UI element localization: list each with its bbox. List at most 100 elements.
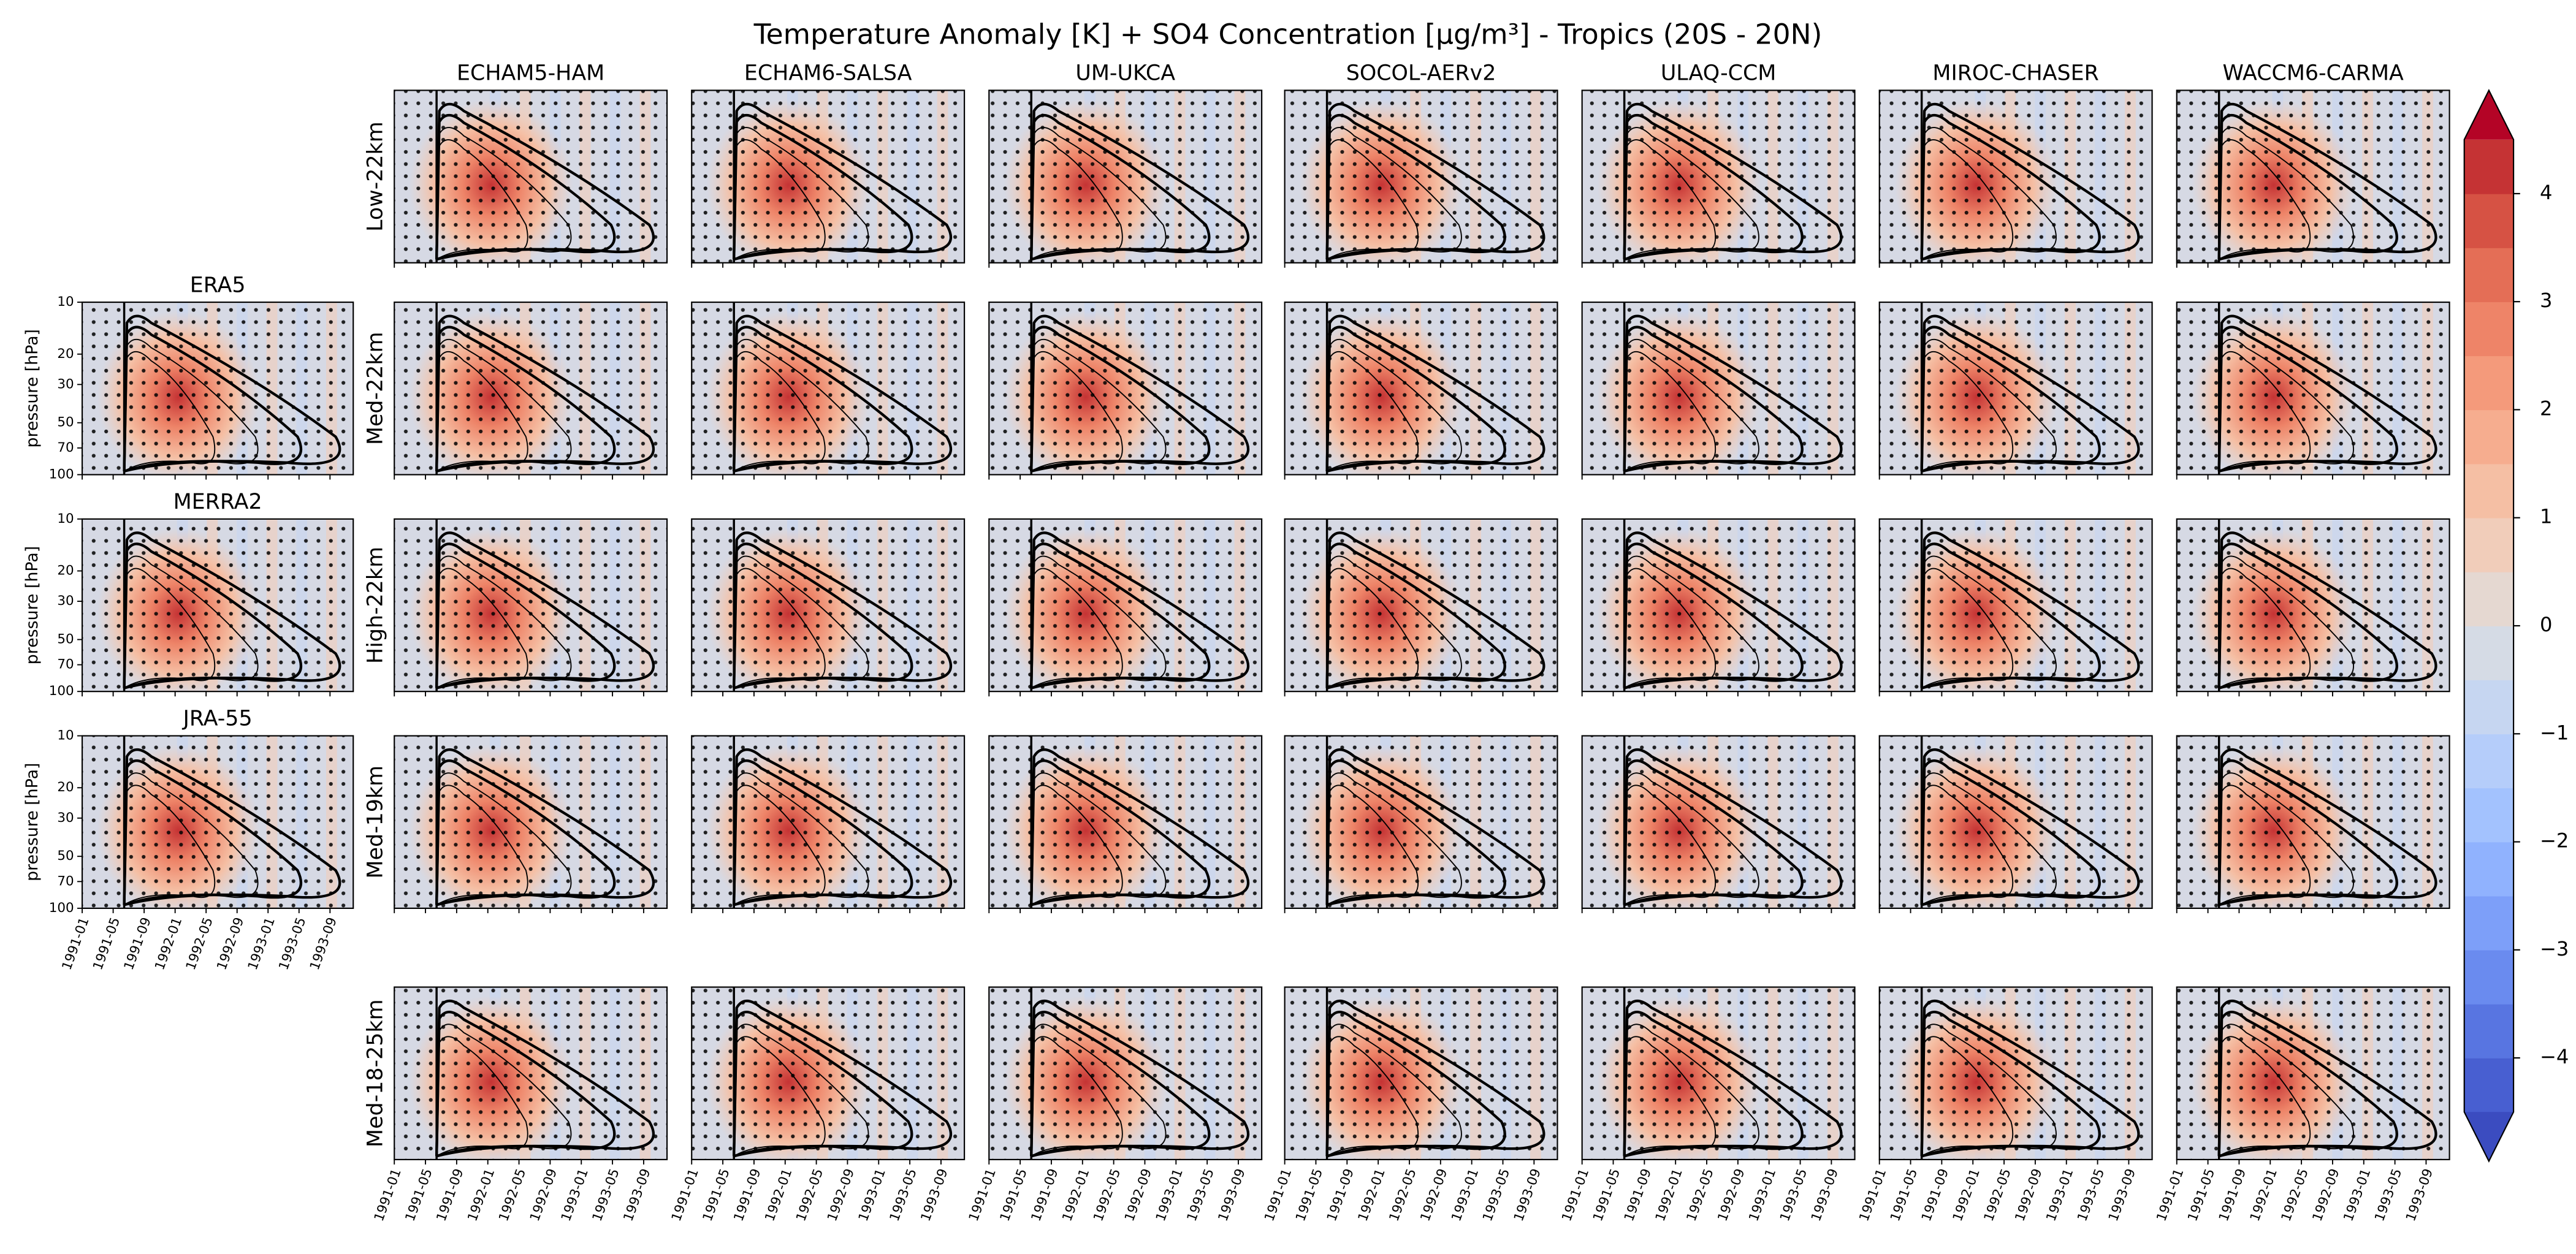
panel bbox=[988, 518, 1263, 693]
stipple bbox=[692, 735, 965, 908]
panel bbox=[1878, 302, 2153, 476]
x-tick-label: 1991-05 bbox=[1888, 1167, 1921, 1224]
x-tick-label: 1991-01 bbox=[669, 1167, 702, 1224]
panel-field bbox=[692, 90, 965, 263]
panel bbox=[1284, 518, 1558, 693]
colorbar-band bbox=[2464, 680, 2514, 735]
panel-field bbox=[1879, 302, 2152, 475]
contour-line bbox=[1031, 785, 1123, 906]
colorbar-tick-label: 0 bbox=[2540, 613, 2552, 636]
stipple bbox=[2176, 302, 2450, 475]
column-title: ULAQ-CCM bbox=[1661, 61, 1777, 86]
x-tick-label: 1991-05 bbox=[1293, 1167, 1326, 1224]
stipple bbox=[1879, 90, 2152, 263]
stipple bbox=[1284, 735, 1558, 908]
contour-line bbox=[123, 785, 216, 906]
panel-field bbox=[989, 519, 1262, 692]
x-tick-label: 1993-09 bbox=[918, 1167, 951, 1224]
row-label: Med-19km bbox=[364, 766, 388, 879]
panel bbox=[1284, 735, 1558, 909]
panel-field bbox=[394, 735, 668, 908]
panel bbox=[394, 518, 668, 693]
panel-frame bbox=[81, 302, 354, 476]
x-tick-label: 1992-05 bbox=[2279, 1167, 2312, 1224]
contour-line bbox=[2218, 351, 2311, 472]
panel-frame bbox=[1878, 89, 2153, 264]
contour-line bbox=[1326, 1036, 1419, 1157]
panel-frame bbox=[988, 518, 1263, 693]
contour-line bbox=[1326, 785, 1419, 906]
column-title: UM-UKCA bbox=[1075, 61, 1175, 86]
x-tick-label: 1993-09 bbox=[620, 1167, 654, 1224]
contour-line bbox=[1031, 351, 1123, 472]
x-tick-label: 1993-01 bbox=[1153, 1167, 1186, 1224]
panel-field bbox=[82, 519, 354, 692]
panel-frame bbox=[988, 302, 1263, 476]
contour-line bbox=[123, 351, 216, 472]
stipple bbox=[1879, 302, 2152, 475]
panel-frame bbox=[2176, 89, 2450, 264]
panel bbox=[1284, 986, 1558, 1160]
x-tick-label: 1992-01 bbox=[2247, 1167, 2281, 1224]
y-tick-label: 70 bbox=[57, 657, 74, 672]
x-tick-label: 1992-05 bbox=[1387, 1167, 1420, 1224]
contour-line bbox=[2218, 1036, 2311, 1157]
panel bbox=[394, 302, 668, 476]
panel-frame bbox=[1284, 518, 1558, 693]
x-tick-label: 1993-09 bbox=[1216, 1167, 1249, 1224]
x-tick-label: 1992-05 bbox=[496, 1167, 529, 1224]
x-tick-label: 1993-05 bbox=[590, 1167, 623, 1224]
y-tick-label: 70 bbox=[57, 440, 74, 455]
panel bbox=[1581, 89, 1856, 264]
panel-field bbox=[1582, 302, 1855, 475]
contour-line bbox=[733, 1036, 826, 1157]
panel-field bbox=[1879, 735, 2152, 908]
panel bbox=[988, 986, 1263, 1160]
panel bbox=[691, 986, 966, 1160]
contour-line bbox=[733, 568, 826, 689]
x-tick-label: 1992-09 bbox=[1417, 1167, 1450, 1224]
stipple bbox=[394, 90, 668, 263]
x-tick-label: 1991-05 bbox=[90, 916, 123, 973]
panel bbox=[394, 89, 668, 264]
panel-field bbox=[1879, 987, 2152, 1160]
stipple bbox=[2176, 735, 2450, 908]
x-tick-label: 1993-01 bbox=[245, 916, 278, 973]
panel-field bbox=[82, 735, 354, 908]
stipple bbox=[692, 302, 965, 475]
panel-field bbox=[2176, 90, 2450, 263]
stipple bbox=[692, 519, 965, 692]
panel-field bbox=[2176, 987, 2450, 1160]
y-axis-label: pressure [hPa] bbox=[23, 546, 42, 664]
colorbar-tick-label: 1 bbox=[2540, 505, 2552, 528]
x-tick-label: 1991-09 bbox=[2216, 1167, 2249, 1224]
stipple bbox=[82, 735, 354, 908]
x-tick-label: 1992-09 bbox=[1715, 1167, 1748, 1224]
colorbar-band bbox=[2464, 842, 2514, 897]
panel-field bbox=[1582, 90, 1855, 263]
reanalysis-title: ERA5 bbox=[190, 273, 246, 297]
panel bbox=[2176, 89, 2450, 264]
y-tick-label: 30 bbox=[57, 810, 74, 826]
panel bbox=[691, 518, 966, 693]
column-title: SOCOL-AERv2 bbox=[1346, 61, 1496, 86]
x-tick-label: 1991-09 bbox=[1621, 1167, 1655, 1224]
panel bbox=[81, 518, 354, 693]
panel-frame bbox=[81, 735, 354, 909]
panel-frame bbox=[1581, 518, 1856, 693]
stipple bbox=[1879, 735, 2152, 908]
x-tick-label: 1993-01 bbox=[856, 1167, 889, 1224]
stipple bbox=[394, 987, 668, 1160]
y-tick-label: 50 bbox=[57, 415, 74, 430]
y-tick-label: 50 bbox=[57, 631, 74, 647]
colorbar-band bbox=[2464, 788, 2514, 843]
colorbar-band bbox=[2464, 1003, 2514, 1058]
y-tick-label: 30 bbox=[57, 376, 74, 392]
colorbar-tick-label: 4 bbox=[2540, 181, 2552, 204]
panel-field bbox=[1284, 735, 1558, 908]
panel-field bbox=[692, 735, 965, 908]
colorbar-extend-under bbox=[2464, 1112, 2514, 1161]
contour-line bbox=[1031, 568, 1123, 689]
panel-field bbox=[1284, 987, 1558, 1160]
